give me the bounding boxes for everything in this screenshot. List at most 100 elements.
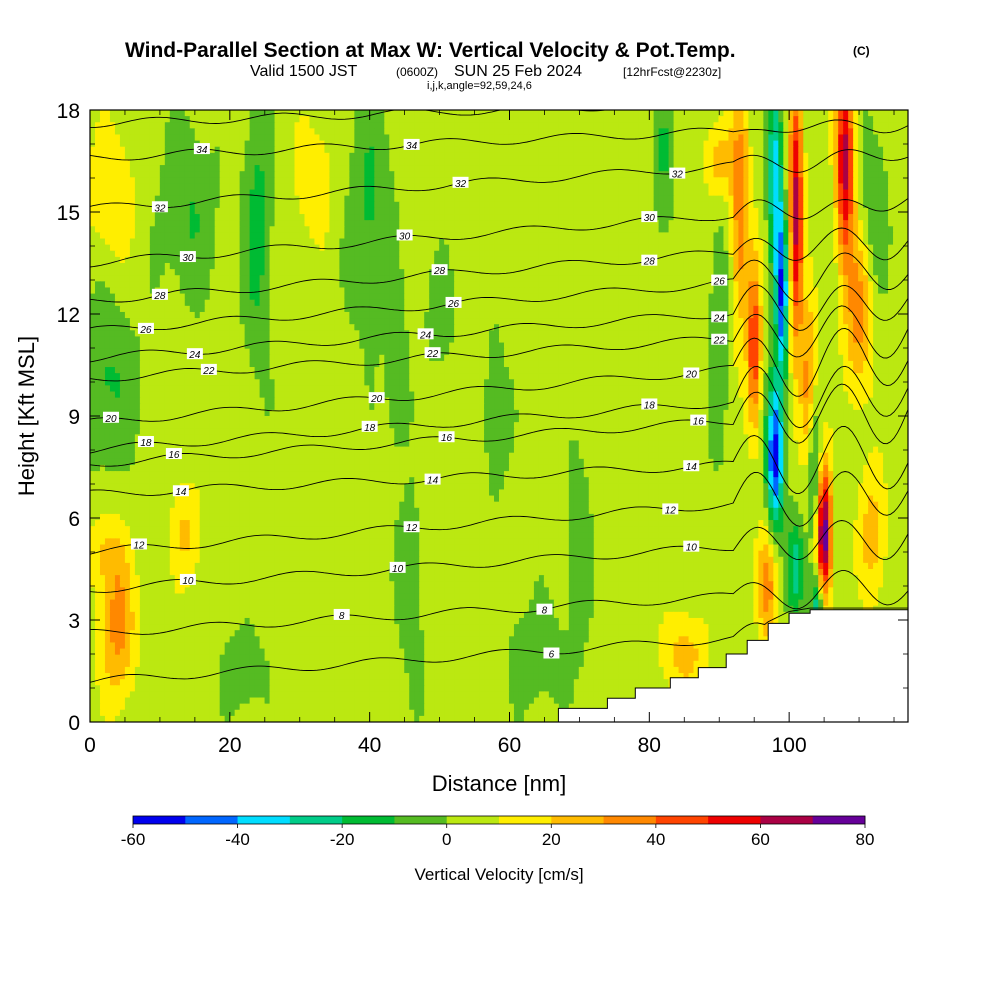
velocity-cell [628, 110, 635, 117]
velocity-cell [623, 171, 630, 178]
velocity-cell [673, 152, 680, 160]
velocity-cell [474, 214, 480, 221]
velocity-cell [184, 165, 191, 172]
velocity-cell [803, 244, 809, 252]
velocity-cell [429, 275, 435, 282]
velocity-cell [693, 110, 700, 117]
velocity-cell [424, 201, 430, 209]
velocity-cell [109, 110, 116, 117]
velocity-cell [863, 183, 869, 191]
velocity-cell [708, 189, 715, 197]
velocity-cell [623, 116, 630, 123]
velocity-cell [184, 140, 191, 148]
velocity-cell [454, 256, 460, 264]
velocity-cell [653, 146, 660, 154]
velocity-cell [503, 158, 510, 166]
velocity-cell [773, 189, 779, 197]
velocity-cell [424, 293, 430, 301]
velocity-cell [339, 238, 345, 246]
velocity-cell [768, 134, 774, 142]
velocity-cell [553, 201, 560, 209]
velocity-cell [494, 110, 500, 117]
velocity-cell [763, 110, 769, 117]
velocity-cell [324, 158, 331, 166]
velocity-cell [633, 244, 640, 252]
velocity-cell [449, 195, 455, 203]
velocity-cell [344, 244, 350, 252]
velocity-cell [399, 263, 405, 270]
velocity-cell [748, 195, 754, 203]
velocity-cell [508, 134, 515, 142]
velocity-cell [523, 134, 530, 142]
velocity-cell [663, 189, 670, 197]
velocity-cell [149, 226, 156, 233]
velocity-cell [633, 146, 640, 154]
velocity-cell [633, 232, 640, 240]
velocity-cell [813, 195, 819, 203]
velocity-cell [409, 165, 415, 172]
velocity-cell [768, 116, 774, 123]
velocity-cell [833, 183, 839, 191]
velocity-cell [848, 269, 854, 276]
velocity-cell [154, 256, 161, 264]
velocity-cell [114, 269, 121, 276]
velocity-cell [618, 195, 625, 203]
velocity-cell [813, 238, 819, 246]
velocity-cell [618, 189, 625, 197]
velocity-cell [489, 263, 495, 270]
velocity-cell [90, 269, 96, 276]
velocity-cell [768, 128, 774, 136]
velocity-cell [394, 281, 400, 289]
velocity-cell [853, 183, 859, 191]
velocity-cell [164, 140, 171, 148]
velocity-cell [603, 140, 610, 148]
velocity-cell [603, 263, 610, 270]
velocity-cell [319, 226, 326, 233]
velocity-cell [743, 171, 749, 178]
velocity-cell [843, 207, 849, 215]
velocity-cell [863, 232, 869, 240]
velocity-cell [728, 189, 735, 197]
velocity-cell [244, 116, 251, 123]
velocity-cell [119, 269, 126, 276]
velocity-cell [314, 165, 321, 172]
velocity-cell [374, 256, 380, 264]
velocity-cell [783, 195, 789, 203]
velocity-cell [503, 220, 510, 227]
velocity-cell [873, 171, 879, 178]
velocity-cell [94, 244, 101, 252]
velocity-cell [314, 250, 321, 258]
velocity-cell [289, 287, 296, 295]
velocity-cell [479, 134, 485, 142]
velocity-cell [114, 146, 121, 154]
velocity-cell [728, 281, 735, 289]
velocity-cell [429, 238, 435, 246]
velocity-cell [139, 110, 146, 117]
velocity-cell [124, 183, 131, 191]
velocity-cell [558, 134, 565, 142]
velocity-cell [648, 238, 655, 246]
velocity-cell [573, 281, 580, 289]
velocity-cell [379, 232, 385, 240]
velocity-cell [893, 183, 899, 191]
velocity-cell [429, 201, 435, 209]
velocity-cell [434, 226, 440, 233]
velocity-cell [873, 232, 879, 240]
velocity-cell [269, 128, 276, 136]
velocity-cell [369, 207, 375, 215]
velocity-cell [873, 244, 879, 252]
velocity-cell [484, 201, 490, 209]
velocity-cell [259, 275, 266, 282]
velocity-cell [693, 207, 700, 215]
velocity-cell [698, 140, 705, 148]
velocity-cell [573, 140, 580, 148]
velocity-cell [474, 287, 480, 295]
velocity-cell [404, 177, 410, 185]
velocity-cell [304, 165, 311, 172]
velocity-cell [583, 214, 590, 221]
velocity-cell [768, 189, 774, 197]
velocity-cell [853, 220, 859, 227]
velocity-cell [883, 195, 889, 203]
velocity-cell [444, 232, 450, 240]
velocity-cell [598, 201, 605, 209]
